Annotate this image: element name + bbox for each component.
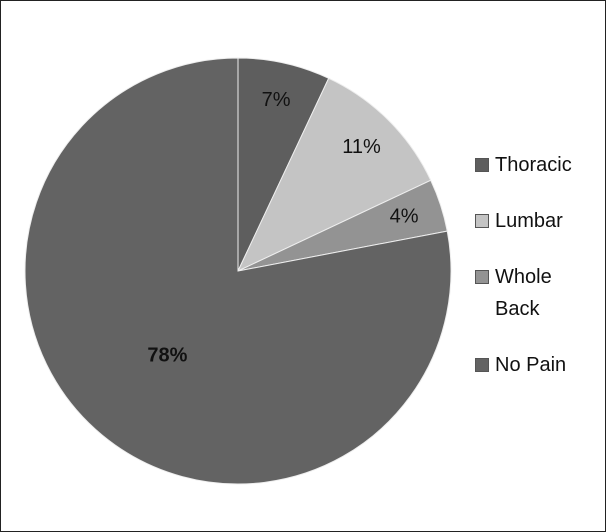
data-label: 11% bbox=[342, 136, 381, 158]
legend-swatch bbox=[475, 270, 489, 284]
data-label: 4% bbox=[390, 205, 419, 227]
legend-item: No Pain bbox=[475, 349, 585, 381]
data-label: 7% bbox=[262, 89, 291, 111]
data-label: 78% bbox=[147, 345, 187, 367]
legend: Thoracic Lumbar Whole Back No Pain bbox=[475, 149, 585, 405]
pie-slice bbox=[236, 77, 432, 273]
legend-swatch bbox=[475, 358, 489, 372]
legend-label: Whole Back bbox=[495, 266, 552, 320]
pie-slice bbox=[24, 57, 452, 485]
legend-item: Whole Back bbox=[475, 261, 585, 325]
legend-label: Lumbar bbox=[495, 210, 563, 232]
legend-label: No Pain bbox=[495, 354, 567, 376]
legend-label: Thoracic bbox=[495, 154, 572, 176]
legend-item: Lumbar bbox=[475, 205, 585, 237]
legend-item: Thoracic bbox=[475, 149, 585, 181]
legend-swatch bbox=[475, 214, 489, 228]
legend-swatch bbox=[475, 158, 489, 172]
